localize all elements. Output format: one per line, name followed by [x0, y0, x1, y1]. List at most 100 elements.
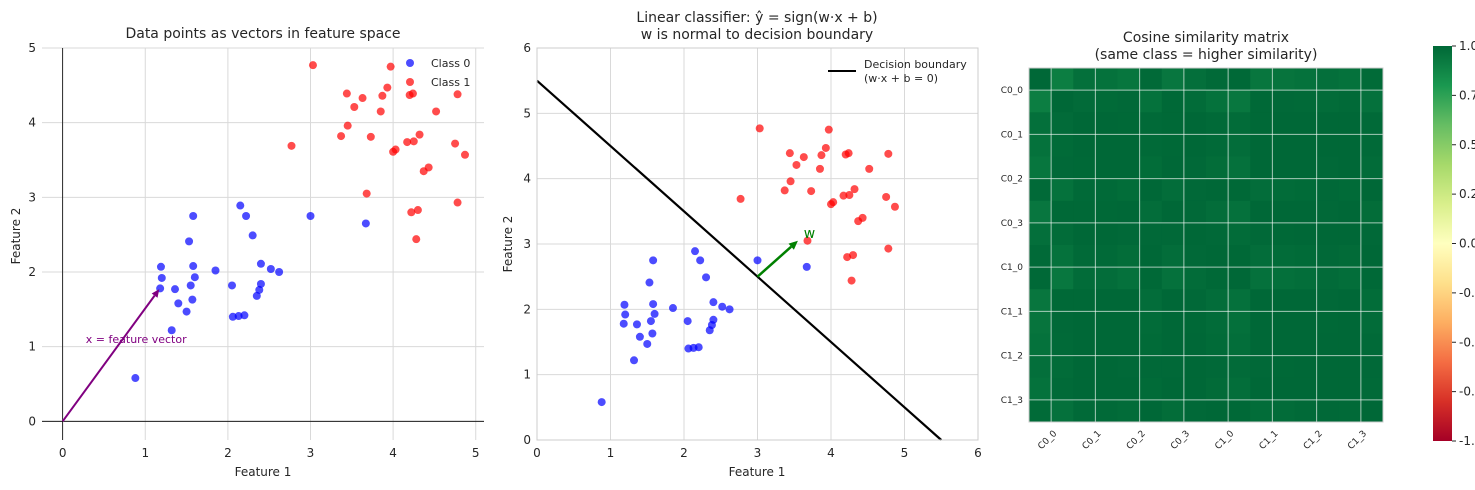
- panel1-axes: [42, 48, 484, 440]
- heatmap-cell-0-0-00: [1029, 68, 1052, 91]
- heatmap-cell-1-3-00: [1161, 112, 1185, 135]
- panel1-point-class1-27: [453, 90, 462, 99]
- panel1-ytick-4: 4: [28, 116, 36, 130]
- heatmap-cell-4-6-10: [1294, 267, 1318, 290]
- heatmap-cell-6-3-01: [1183, 333, 1207, 357]
- heatmap-cell-1-0-10: [1029, 134, 1052, 157]
- heatmap-cell-4-3-01: [1183, 245, 1207, 268]
- panel1-point-class0-29: [361, 219, 370, 228]
- legend-label-class0: Class 0: [431, 57, 470, 70]
- heatmap-cell-6-5-11: [1272, 355, 1295, 379]
- heatmap-cell-4-5-01: [1272, 245, 1295, 268]
- heatmap-cell-1-3-01: [1183, 112, 1207, 135]
- panel1-point-class1-8: [366, 132, 375, 141]
- panel2-point-class1-20: [847, 276, 856, 285]
- panel2-xtick-4: 4: [827, 446, 835, 460]
- panel2-frame: [536, 47, 979, 441]
- heatmap-cell-7-5-00: [1250, 377, 1273, 401]
- heatmap-cell-1-7-11: [1360, 134, 1384, 157]
- panel1-ytick-2: 2: [28, 265, 36, 279]
- heatmap-cell-7-6-00: [1294, 377, 1318, 401]
- panel1-point-class0-11: [189, 212, 198, 220]
- heatmap-cell-7-3-00: [1161, 377, 1185, 401]
- panel2-point-class1-9: [815, 164, 824, 173]
- heatmap-cell-7-4-10: [1206, 399, 1229, 423]
- panel2-x-ticks: 0 1 2 3 4 5 6: [533, 446, 982, 460]
- panel1-point-class0-18: [236, 201, 245, 210]
- panel2-xtick-0: 0: [533, 446, 541, 460]
- heatmap-cell-1-4-11: [1228, 134, 1251, 157]
- heatmap-cell-3-0-00: [1029, 200, 1052, 224]
- heatmap-cell-0-3-10: [1161, 90, 1185, 113]
- heatmap-cell-0-1-11: [1095, 90, 1118, 113]
- panel1-point-class0-28: [306, 212, 315, 220]
- heatmap-cell-7-2-10: [1117, 399, 1141, 423]
- heatmap-cell-0-4-01: [1228, 68, 1251, 91]
- heatmap-cell-4-6-11: [1316, 267, 1340, 290]
- legend-label-class1: Class 1: [431, 76, 470, 89]
- heatmap-cell-6-6-00: [1294, 333, 1318, 357]
- panel2-point-class0-15: [683, 317, 692, 326]
- panel1-point-class1-7: [362, 189, 371, 198]
- heatmap-row-label-2: C0_2: [1001, 175, 1023, 185]
- heatmap-cell-2-6-01: [1316, 156, 1340, 180]
- colorbar-tick-label-6: -0.50: [1459, 335, 1475, 349]
- w-vector-head: [788, 240, 798, 250]
- heatmap-cell-1-6-01: [1316, 112, 1340, 135]
- panel2-point-class0-2: [620, 300, 629, 309]
- panel2-point-class0-7: [643, 339, 652, 348]
- heatmap-cell-0-7-10: [1338, 90, 1362, 113]
- heatmap-cell-6-5-00: [1250, 333, 1273, 357]
- heatmap-cell-3-2-01: [1139, 200, 1163, 224]
- heatmap-cell-7-2-00: [1117, 377, 1141, 401]
- heatmap-cell-3-0-11: [1051, 222, 1074, 246]
- panel1-point-class1-21: [413, 206, 422, 215]
- heatmap-cell-0-0-01: [1051, 68, 1074, 91]
- panel1-point-class0-9: [186, 281, 195, 290]
- heatmap-cell-3-4-01: [1228, 200, 1251, 224]
- heatmap-cell-7-3-01: [1183, 377, 1207, 401]
- heatmap-grid: [1029, 68, 1383, 422]
- heatmap-cell-6-2-01: [1139, 333, 1163, 357]
- panel2-point-class0-3: [621, 310, 630, 319]
- panel2-ytick-6: 6: [523, 41, 531, 55]
- panel2-axes: [536, 47, 979, 441]
- heatmap-cell-5-7-00: [1338, 289, 1362, 312]
- panel1-point-class1-6: [358, 94, 367, 103]
- heatmap-cell-0-4-10: [1206, 90, 1229, 113]
- panel1-xtick-5: 5: [472, 446, 480, 460]
- heatmap-cell-6-4-01: [1228, 333, 1251, 357]
- panel1-xtick-1: 1: [141, 446, 149, 460]
- heatmap-cell-1-0-11: [1051, 134, 1074, 157]
- heatmap-cell-0-2-10: [1117, 90, 1141, 113]
- heatmap-cell-6-4-11: [1228, 355, 1251, 379]
- heatmap-cell-1-7-10: [1338, 134, 1362, 157]
- colorbar-ticks: 1.00 0.75 0.50 0.25 0.00 -0.25 -0.50 -0.75 -1.00: [1452, 39, 1475, 448]
- heatmap-row-label-7: C1_3: [1001, 396, 1023, 406]
- panel1-point-class1-19: [409, 137, 418, 146]
- heatmap-cell-1-4-01: [1228, 112, 1251, 135]
- panel1-point-class0-22: [252, 291, 261, 300]
- panel1-point-class1-20: [412, 235, 421, 244]
- heatmap-cell-0-7-00: [1338, 68, 1362, 91]
- heatmap-cell-2-3-10: [1161, 178, 1185, 202]
- heatmap-cell-7-2-11: [1139, 399, 1163, 423]
- decision-boundary-line: [536, 79, 942, 441]
- heatmap-cell-3-2-10: [1117, 222, 1141, 246]
- panel1-point-class0-7: [182, 307, 191, 316]
- heatmap-cell-7-1-01: [1095, 377, 1118, 401]
- heatmap-cell-4-4-11: [1228, 267, 1251, 290]
- heatmap-col-label-6: C1_2: [1302, 429, 1325, 452]
- heatmap-cell-7-5-01: [1272, 377, 1295, 401]
- heatmap-cell-4-1-00: [1073, 245, 1096, 268]
- panel2-y-ticks: 0 1 2 3 4 5 6: [523, 41, 531, 447]
- heatmap-cell-5-4-10: [1206, 311, 1229, 334]
- heatmap-col-label-5: C1_1: [1258, 429, 1281, 452]
- panel1-ytick-5: 5: [28, 41, 36, 55]
- heatmap-cell-4-5-11: [1272, 267, 1295, 290]
- feature-vector-head: [151, 289, 160, 298]
- heatmap-cell-4-6-01: [1316, 245, 1340, 268]
- heatmap-cell-6-6-01: [1316, 333, 1340, 357]
- heatmap-cell-5-3-10: [1161, 311, 1185, 334]
- panel2-point-class0-8: [645, 278, 654, 287]
